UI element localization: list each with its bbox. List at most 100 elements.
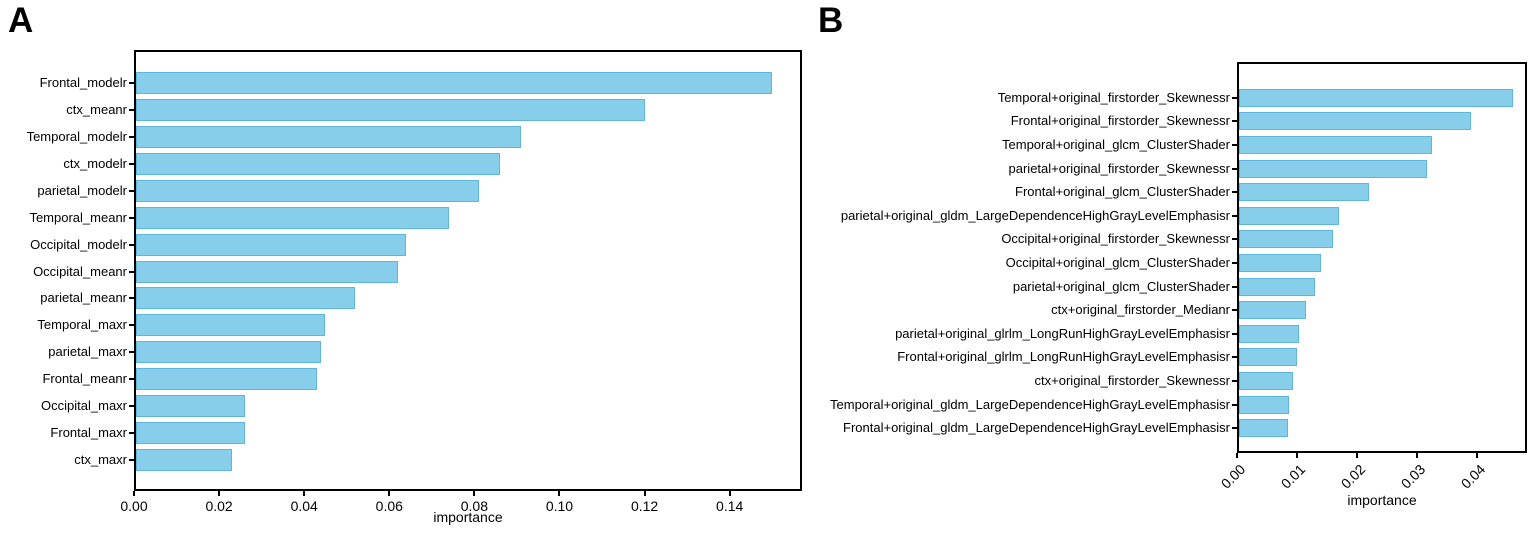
x-tick-label: 0.04 — [290, 498, 318, 514]
x-tick — [218, 491, 221, 496]
y-tick-label: ctx_meanr — [66, 102, 127, 118]
y-tick-label: Frontal_maxr — [50, 424, 127, 440]
y-tick-label: Frontal+original_firstorder_Skewnessr — [1010, 113, 1230, 129]
y-tick — [129, 216, 134, 219]
y-tick-label: ctx_modelr — [63, 156, 127, 172]
bar — [1239, 348, 1298, 367]
bar — [136, 421, 245, 444]
bar — [136, 99, 645, 122]
bar — [1239, 88, 1514, 107]
y-tick — [1232, 356, 1237, 359]
x-tick — [558, 491, 561, 496]
bar — [1239, 230, 1334, 249]
x-tick — [473, 491, 476, 496]
x-tick — [728, 491, 731, 496]
y-tick-label: ctx_maxr — [74, 451, 127, 467]
bar — [1239, 254, 1322, 272]
y-tick-label: Occipital_meanr — [33, 263, 127, 279]
y-tick — [1232, 96, 1237, 99]
y-tick-label: parietal+original_glcm_ClusterShader — [1012, 278, 1230, 294]
bar — [1239, 419, 1289, 438]
x-tick — [643, 491, 646, 496]
y-tick-label: parietal+original_glrlm_LongRunHighGrayL… — [895, 325, 1230, 341]
y-tick-label: Temporal+original_gldm_LargeDependenceHi… — [830, 396, 1230, 412]
y-tick-label: Frontal_meanr — [42, 370, 127, 386]
plot-box — [134, 50, 802, 491]
x-tick — [388, 491, 391, 496]
y-tick — [1232, 262, 1237, 264]
y-tick — [1232, 332, 1237, 335]
bar — [136, 233, 407, 256]
y-tick — [1232, 238, 1237, 241]
y-tick — [1232, 427, 1237, 430]
x-tick — [1356, 453, 1359, 458]
y-tick — [129, 163, 134, 166]
bar — [136, 341, 322, 364]
bar — [136, 314, 326, 337]
bar — [1239, 136, 1433, 154]
bar — [136, 260, 398, 283]
x-tick — [1296, 453, 1299, 458]
y-tick — [1232, 144, 1237, 146]
y-tick — [129, 189, 134, 192]
x-axis-label: importance — [1347, 492, 1417, 508]
bar — [136, 153, 500, 176]
x-tick — [133, 491, 135, 496]
y-tick-label: Occipital+original_firstorder_Skewnessr — [1001, 231, 1230, 247]
y-tick — [1232, 214, 1237, 217]
y-tick — [129, 270, 134, 273]
y-tick-label: Temporal+original_firstorder_Skewnessr — [997, 89, 1230, 105]
bar — [1239, 372, 1294, 390]
y-tick-label: Temporal_modelr — [26, 129, 127, 145]
y-tick — [1232, 309, 1237, 312]
y-tick-label: Frontal+original_glrlm_LongRunHighGrayLe… — [897, 349, 1230, 365]
bar — [136, 72, 773, 95]
y-tick — [129, 243, 134, 246]
x-tick — [1416, 453, 1419, 458]
bar — [136, 394, 245, 417]
y-tick-label: Frontal+original_glcm_ClusterShader — [1015, 184, 1230, 200]
y-tick-label: Temporal+original_glcm_ClusterShader — [1002, 137, 1230, 152]
plot-box — [1237, 62, 1527, 453]
x-tick-label: 0.06 — [375, 498, 403, 514]
bar — [1239, 183, 1370, 202]
y-tick — [1232, 120, 1237, 123]
y-tick — [1232, 403, 1237, 406]
x-tick-label: 0.08 — [460, 498, 488, 514]
x-axis-label: importance — [433, 509, 503, 525]
y-tick-label: Frontal_modelr — [39, 75, 127, 91]
y-tick-label: Occipital_modelr — [30, 236, 127, 252]
y-tick — [129, 458, 134, 461]
bar — [136, 126, 522, 149]
panel-a-label: A — [8, 1, 34, 40]
y-tick — [129, 109, 134, 112]
x-tick-label: 0.14 — [716, 498, 744, 514]
x-tick-label: 0.02 — [205, 498, 233, 514]
y-tick-label: ctx+original_firstorder_Medianr — [1051, 302, 1230, 318]
bar — [1239, 112, 1472, 131]
x-tick — [1476, 453, 1479, 458]
y-tick — [129, 431, 134, 434]
y-tick — [1232, 380, 1237, 382]
x-tick-label: 0.12 — [630, 498, 659, 514]
bar — [136, 448, 232, 471]
y-tick — [129, 297, 134, 300]
x-tick — [1236, 453, 1238, 458]
bar — [1239, 206, 1340, 225]
y-tick — [129, 404, 134, 407]
y-tick — [129, 82, 134, 85]
bar — [1239, 301, 1307, 320]
x-tick-label: 0.10 — [545, 498, 574, 514]
y-tick-label: Temporal_maxr — [37, 317, 127, 333]
y-tick — [1232, 191, 1237, 194]
x-tick-label: 0.00 — [120, 498, 148, 514]
y-tick — [129, 324, 134, 327]
y-tick — [129, 136, 134, 139]
bar — [1239, 324, 1300, 343]
y-tick-label: parietal_maxr — [48, 344, 127, 360]
y-tick-label: Temporal_meanr — [29, 209, 127, 225]
bar — [136, 179, 479, 202]
y-tick-label: parietal+original_firstorder_Skewnessr — [1008, 160, 1230, 176]
bar — [1239, 395, 1290, 414]
